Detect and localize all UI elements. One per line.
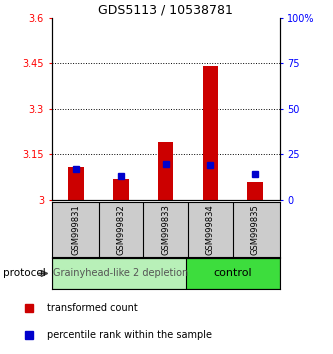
Text: GSM999831: GSM999831 bbox=[72, 204, 81, 255]
Text: transformed count: transformed count bbox=[47, 303, 138, 313]
Text: Grainyhead-like 2 depletion: Grainyhead-like 2 depletion bbox=[53, 268, 188, 279]
Text: GSM999834: GSM999834 bbox=[206, 204, 215, 255]
Bar bbox=[52, 258, 190, 289]
Text: control: control bbox=[213, 268, 252, 279]
Text: protocol: protocol bbox=[3, 268, 46, 279]
Bar bbox=[186, 258, 280, 289]
Text: GSM999835: GSM999835 bbox=[251, 204, 260, 255]
Text: GSM999833: GSM999833 bbox=[161, 204, 170, 255]
Bar bbox=[113, 179, 129, 200]
Text: GSM999832: GSM999832 bbox=[117, 204, 126, 255]
Text: percentile rank within the sample: percentile rank within the sample bbox=[47, 330, 211, 339]
Bar bbox=[202, 66, 218, 200]
Bar bbox=[158, 142, 173, 200]
Bar bbox=[247, 182, 263, 200]
Bar bbox=[68, 167, 84, 200]
Title: GDS5113 / 10538781: GDS5113 / 10538781 bbox=[98, 4, 233, 17]
